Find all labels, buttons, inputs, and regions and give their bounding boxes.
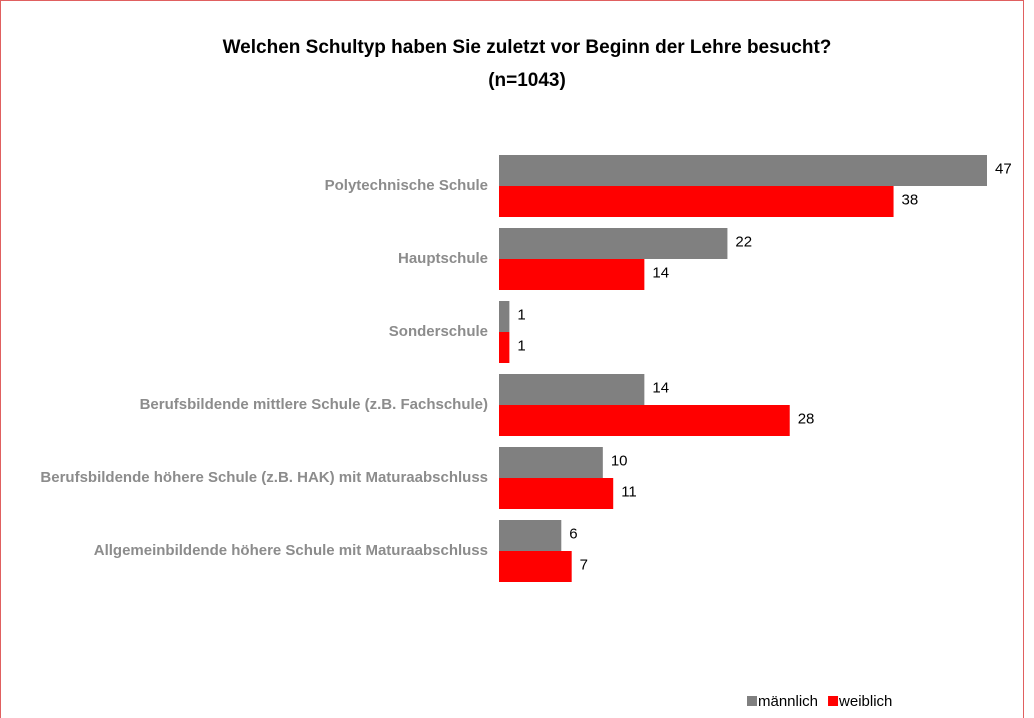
bar [499, 332, 510, 363]
legend-swatch [828, 696, 839, 706]
value-label: 47 [995, 160, 1012, 177]
value-label: 38 [902, 191, 919, 208]
bar [499, 259, 645, 290]
value-label: 1 [517, 306, 525, 323]
bar [499, 374, 645, 405]
bar [499, 551, 572, 582]
bar [499, 447, 603, 478]
category-label: Hauptschule [397, 250, 488, 267]
legend-label: männlich [758, 693, 818, 710]
category-label: Berufsbildende höhere Schule (z.B. HAK) … [40, 469, 488, 486]
bar [499, 228, 728, 259]
value-label: 7 [580, 556, 588, 573]
bar [499, 520, 562, 551]
value-label: 1 [517, 337, 525, 354]
value-label: 28 [798, 410, 815, 427]
chart-subtitle: (n=1043) [488, 70, 566, 91]
bar [499, 405, 790, 436]
category-label: Berufsbildende mittlere Schule (z.B. Fac… [139, 396, 488, 413]
bar [499, 301, 510, 332]
value-label: 10 [611, 452, 628, 469]
category-label: Allgemeinbildende höhere Schule mit Matu… [93, 542, 488, 559]
legend-label: weiblich [838, 693, 892, 710]
value-label: 14 [652, 264, 669, 281]
chart-title: Welchen Schultyp haben Sie zuletzt vor B… [223, 37, 832, 58]
bar [499, 155, 987, 186]
value-label: 11 [621, 483, 637, 500]
value-label: 6 [569, 525, 577, 542]
category-label: Sonderschule [388, 323, 488, 340]
legend-swatch [747, 696, 757, 706]
value-label: 14 [652, 379, 669, 396]
bar [499, 478, 614, 509]
bar [499, 186, 894, 217]
value-label: 22 [735, 233, 752, 250]
category-label: Polytechnische Schule [324, 177, 488, 194]
